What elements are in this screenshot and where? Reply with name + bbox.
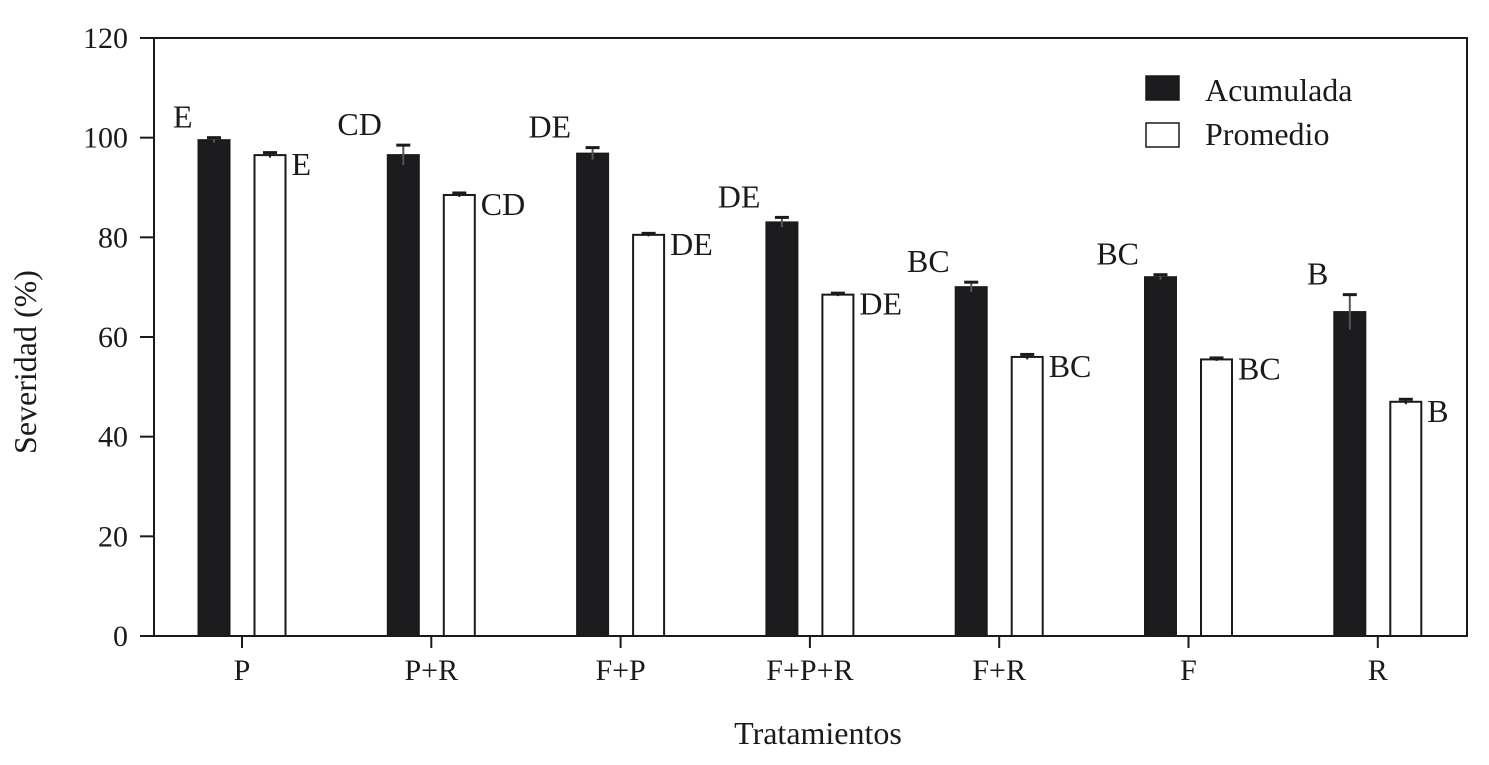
bar-acumulada — [386, 154, 420, 637]
x-tick-label: P — [234, 654, 251, 687]
bar-promedio — [821, 293, 855, 637]
x-tick-label: P+R — [404, 654, 458, 687]
significance-letter: CD — [481, 186, 525, 222]
y-tick-label: 0 — [113, 620, 128, 653]
bar-acumulada — [1144, 276, 1177, 637]
x-tick-label: F — [1180, 654, 1197, 687]
bar-acumulada — [576, 152, 610, 637]
significance-letter: DE — [718, 178, 761, 214]
x-tick-label: R — [1368, 654, 1388, 687]
bar-promedio — [632, 233, 666, 637]
significance-letter: BC — [1049, 348, 1092, 384]
x-tick-label: F+P+R — [766, 654, 853, 687]
legend-label-acumulada: Acumulada — [1205, 72, 1353, 108]
legend-label-promedio: Promedio — [1205, 116, 1329, 152]
significance-letter: DE — [859, 286, 902, 322]
significance-letter: B — [1307, 256, 1328, 292]
significance-letter: BC — [907, 243, 950, 279]
significance-letter: BC — [1238, 350, 1281, 386]
y-tick-label: 120 — [83, 22, 128, 55]
significance-letter: E — [292, 146, 312, 182]
bar-acumulada — [1333, 311, 1367, 637]
x-axis: P P+R F+P F+P+R F+R F R — [234, 636, 1388, 687]
legend: Acumulada Promedio — [1145, 72, 1353, 152]
y-axis: 0 20 40 60 80 100 120 — [83, 22, 154, 653]
y-axis-title: Severidad (%) — [7, 270, 43, 454]
legend-swatch-promedio — [1145, 122, 1180, 148]
x-tick-label: F+P — [595, 654, 645, 687]
bar-promedio — [253, 154, 287, 637]
legend-swatch-acumulada — [1145, 75, 1180, 101]
y-tick-label: 60 — [98, 321, 128, 354]
bar-acumulada — [954, 286, 988, 637]
y-tick-label: 80 — [98, 221, 128, 254]
bar-promedio — [1200, 358, 1233, 637]
x-axis-title: Tratamientos — [734, 715, 902, 751]
bar-promedio — [1389, 400, 1423, 637]
y-tick-label: 40 — [98, 421, 128, 454]
significance-letter: BC — [1096, 236, 1139, 272]
significance-letter: B — [1427, 393, 1448, 429]
x-tick-label: F+R — [972, 654, 1026, 687]
bars-layer — [197, 136, 1423, 638]
y-tick-label: 100 — [83, 122, 128, 155]
bar-promedio — [1010, 355, 1044, 637]
significance-letter: DE — [670, 226, 713, 262]
bar-acumulada — [765, 221, 799, 637]
significance-letter: DE — [528, 109, 571, 145]
bar-promedio — [442, 193, 476, 637]
bar-acumulada — [197, 139, 231, 638]
significance-letter: E — [173, 99, 193, 135]
significance-letter: CD — [337, 106, 381, 142]
y-tick-label: 20 — [98, 520, 128, 553]
